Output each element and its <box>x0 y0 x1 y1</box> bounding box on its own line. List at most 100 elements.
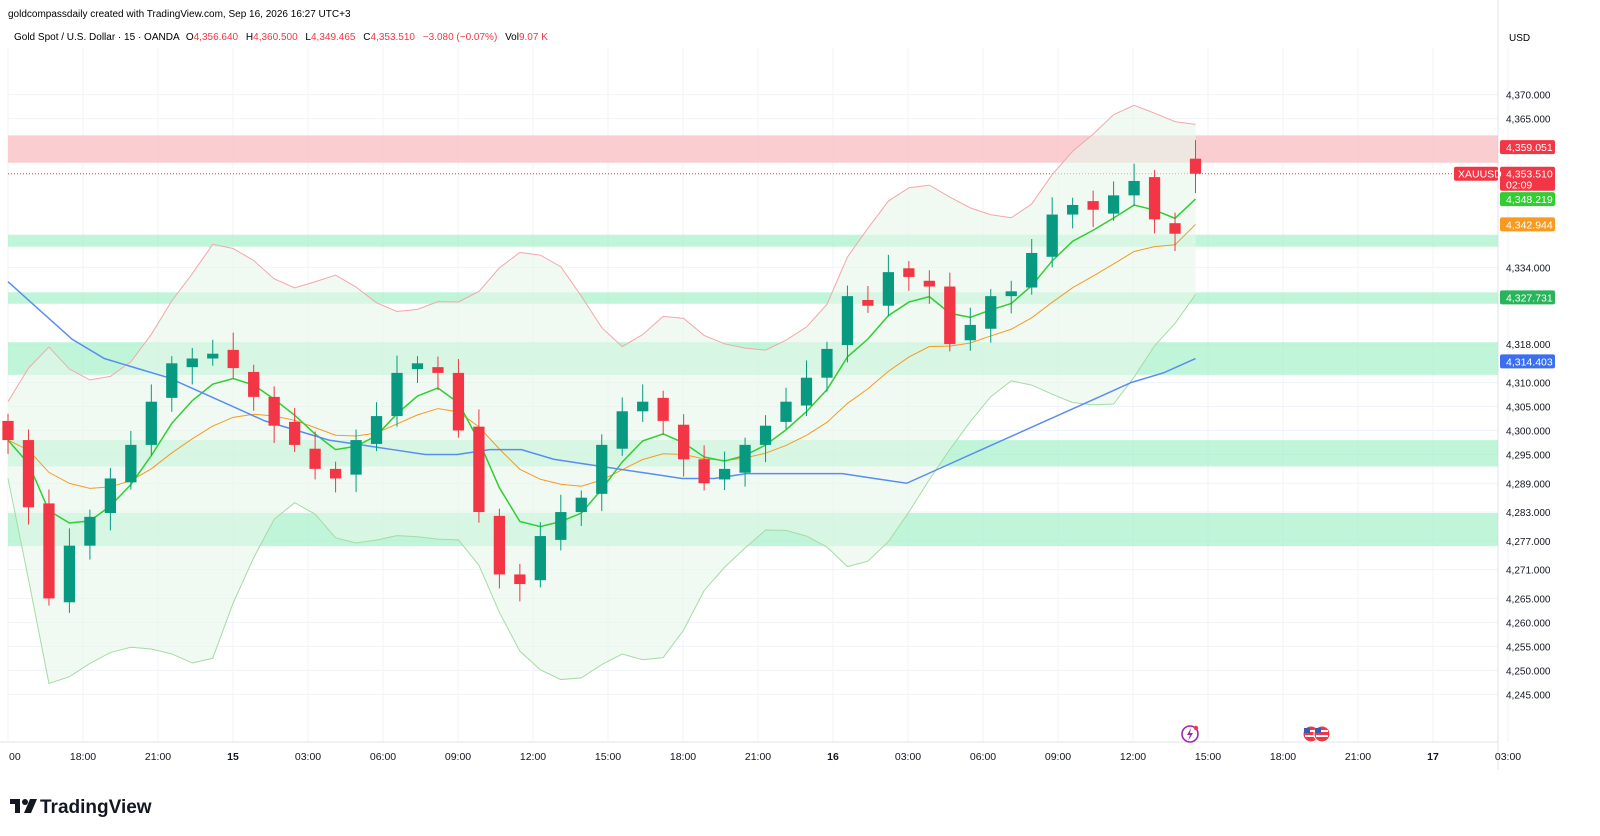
candle[interactable] <box>289 407 301 453</box>
candle-body <box>841 296 854 346</box>
candle[interactable] <box>145 384 157 456</box>
candle[interactable] <box>1005 280 1017 314</box>
y-tick-label: 4,265.000 <box>1506 594 1551 605</box>
candle[interactable] <box>493 508 506 589</box>
candle-body <box>227 349 239 369</box>
candle[interactable] <box>104 467 117 531</box>
candle[interactable] <box>329 461 342 493</box>
candle[interactable] <box>657 390 669 435</box>
volume-value: 9.07 K <box>519 32 548 43</box>
candle[interactable] <box>1169 212 1181 252</box>
candle-body <box>575 497 587 513</box>
candle[interactable] <box>63 528 76 613</box>
candle[interactable] <box>616 397 628 456</box>
candle[interactable] <box>514 563 526 602</box>
candle[interactable] <box>411 356 424 383</box>
x-tick-label: 21:00 <box>745 751 771 763</box>
y-tick-label: 4,300.000 <box>1506 426 1551 437</box>
candle[interactable] <box>923 270 935 304</box>
candle[interactable] <box>800 360 813 417</box>
candle[interactable] <box>841 285 854 363</box>
candle[interactable] <box>862 286 874 313</box>
candle-body <box>1005 291 1017 297</box>
symbol-line: Gold Spot / U.S. Dollar · 15 · OANDA <box>14 32 180 43</box>
lightning-event-icon[interactable] <box>1181 725 1199 743</box>
candle[interactable] <box>964 307 976 351</box>
candle[interactable] <box>166 356 178 412</box>
candle[interactable] <box>432 356 444 391</box>
y-tick-label: 4,255.000 <box>1506 642 1551 653</box>
candle[interactable] <box>1046 197 1058 268</box>
candle[interactable] <box>985 288 997 343</box>
candle-body <box>370 416 383 444</box>
candle-body <box>985 296 997 329</box>
candle[interactable] <box>821 341 833 392</box>
candle-body <box>534 536 546 581</box>
candle[interactable] <box>309 431 321 480</box>
us-flag-event-icon[interactable] <box>1313 725 1331 743</box>
candle[interactable] <box>534 522 546 588</box>
y-tick-label: 4,295.000 <box>1506 450 1551 461</box>
candle[interactable] <box>43 489 55 606</box>
candle[interactable] <box>882 254 895 317</box>
candle[interactable] <box>944 272 956 352</box>
candle-body <box>186 358 198 368</box>
candle[interactable] <box>1107 181 1120 221</box>
candles-layer[interactable] <box>2 140 1202 613</box>
x-tick-label: 03:00 <box>1495 751 1521 763</box>
candle-body <box>309 448 321 469</box>
x-tick-label: 18:00 <box>70 751 96 763</box>
candle[interactable] <box>698 445 710 491</box>
candle[interactable] <box>739 437 751 487</box>
candle[interactable] <box>248 364 260 411</box>
candle-body <box>637 401 649 412</box>
candle-body <box>718 468 731 480</box>
currency-label[interactable]: USD <box>1509 33 1530 44</box>
candle[interactable] <box>780 387 792 430</box>
candle[interactable] <box>473 409 485 523</box>
candle[interactable] <box>637 384 649 422</box>
candle[interactable] <box>227 332 239 379</box>
price-tag-value: 4,342.944 <box>1506 219 1553 231</box>
tradingview-logo[interactable]: TradingView <box>10 797 152 818</box>
demand-zone <box>8 292 1498 304</box>
y-tick-label: 4,318.000 <box>1506 340 1551 351</box>
x-tick-label: 17 <box>1427 751 1439 763</box>
candle-body <box>104 478 117 514</box>
candle[interactable] <box>575 490 587 526</box>
candle-body <box>1128 180 1140 196</box>
candle[interactable] <box>596 434 608 512</box>
candle[interactable] <box>718 451 731 490</box>
candle[interactable] <box>186 347 198 385</box>
x-tick-label: 03:00 <box>895 751 921 763</box>
candle[interactable] <box>452 358 465 438</box>
high-value: 4,360.500 <box>253 32 298 43</box>
candle[interactable] <box>350 429 362 492</box>
candle[interactable] <box>678 414 690 477</box>
candle[interactable] <box>125 430 137 490</box>
candle[interactable] <box>391 355 403 427</box>
candle[interactable] <box>1087 190 1099 228</box>
candle[interactable] <box>1189 140 1202 194</box>
candle-body <box>1189 158 1202 174</box>
candle-body <box>289 421 301 445</box>
candle[interactable] <box>1026 239 1038 295</box>
candle-body <box>944 286 956 345</box>
x-tick-label: 00 <box>9 751 21 763</box>
candle-body <box>862 299 874 306</box>
candle[interactable] <box>759 415 772 463</box>
candle[interactable] <box>1148 169 1161 234</box>
candle[interactable] <box>1128 163 1140 206</box>
high-label: H <box>246 32 253 43</box>
candle[interactable] <box>555 494 567 551</box>
candle[interactable] <box>1067 197 1079 229</box>
candle[interactable] <box>268 386 280 443</box>
y-tick-label: 4,310.000 <box>1506 379 1551 390</box>
candle[interactable] <box>370 402 383 452</box>
candle[interactable] <box>84 509 96 560</box>
candle[interactable] <box>207 339 219 366</box>
candle[interactable] <box>22 429 35 525</box>
candle[interactable] <box>2 413 14 454</box>
candle[interactable] <box>903 261 915 291</box>
